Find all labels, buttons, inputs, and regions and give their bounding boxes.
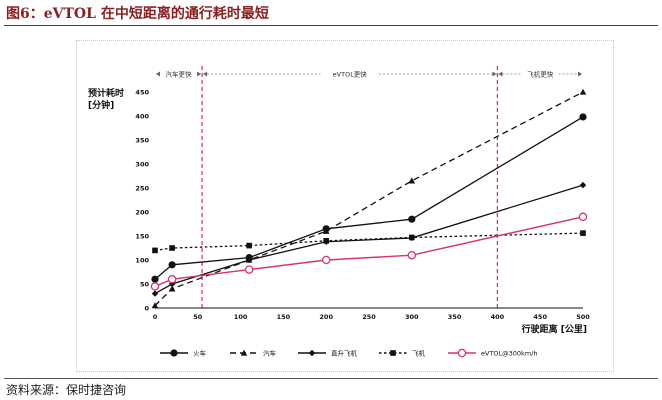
series-line (154, 184, 584, 295)
data-point-square (246, 242, 252, 249)
region-label: eVTOL更快 (333, 70, 368, 79)
x-tick-label: 450 (533, 313, 547, 321)
data-point-square (169, 245, 175, 251)
y-tick-label: 0 (144, 305, 149, 313)
chart-legend: 火车 汽车 直升飞机 飞机 eVTOL@300km/h (160, 349, 537, 358)
y-tick-label: 50 (140, 281, 150, 289)
data-point-hollow-circle (150, 282, 160, 291)
x-tick-label: 250 (362, 313, 376, 321)
region-arrow-head (156, 71, 160, 77)
y-tick-label: 450 (135, 89, 149, 97)
y-tick-label: 100 (135, 257, 149, 265)
data-point-circle (408, 215, 416, 223)
tick-labels: 0 50 100 150 200 250 300 350 400 450 500 0 50 100 150 2… (135, 89, 590, 322)
region-arrow-head (197, 71, 202, 77)
data-point-square (580, 230, 586, 236)
region-label: 汽车更快 (166, 70, 193, 79)
data-point-diamond (245, 256, 253, 264)
data-point-circle (579, 113, 587, 121)
data-point-hollow-circle (457, 348, 467, 358)
y-tick-label: 150 (135, 233, 149, 241)
y-tick-label: 400 (135, 113, 149, 121)
data-point-circle (151, 275, 159, 283)
data-point-square (408, 234, 415, 241)
data-point-circle (170, 349, 178, 357)
y-axis-title-line2: [分钟] (88, 99, 114, 111)
data-point-triangle (579, 88, 587, 95)
legend-label: 火车 (193, 349, 207, 358)
y-axis-title-line1: 预计耗时 (88, 87, 124, 99)
data-point-hollow-circle (167, 274, 177, 284)
legend-label: 飞机 (412, 349, 426, 358)
series-lines (150, 88, 588, 309)
figure-title: 图6：eVTOL 在中短距离的通行耗时最短 (6, 6, 269, 22)
region-arrow-head (498, 71, 503, 77)
data-point-square (323, 237, 330, 244)
series-line (154, 116, 584, 280)
series-group (150, 212, 588, 291)
x-axis-title: 行驶距离 [公里] (521, 323, 587, 335)
data-point-triangle (408, 177, 416, 184)
data-point-square (152, 247, 158, 254)
data-point-triangle (151, 302, 159, 309)
x-tick-label: 350 (448, 313, 462, 321)
legend-label: 汽车 (263, 349, 277, 358)
y-tick-label: 350 (135, 137, 149, 145)
source-note: 资料来源：保时捷咨询 (6, 383, 127, 397)
data-point-triangle (240, 349, 248, 356)
x-tick-label: 200 (319, 313, 333, 321)
x-tick-label: 300 (405, 313, 419, 321)
x-tick-label: 50 (193, 313, 203, 321)
y-tick-label: 300 (135, 161, 149, 169)
data-point-hollow-circle (407, 250, 417, 260)
region-label: 飞机更快 (527, 70, 554, 79)
data-point-hollow-circle (578, 212, 588, 222)
data-point-diamond (308, 349, 316, 357)
data-point-square (390, 350, 396, 356)
region-annotations: 汽车更快 eVTOL更快 飞机更快 (156, 66, 582, 308)
x-tick-label: 0 (153, 313, 158, 321)
y-tick-label: 250 (135, 185, 149, 193)
x-tick-label: 400 (491, 313, 505, 321)
data-point-circle (168, 261, 176, 269)
legend-label: 直升飞机 (331, 349, 358, 358)
chart-axes: 预计耗时 [分钟] 行驶距离 [公里] (88, 87, 587, 335)
x-tick-label: 500 (576, 313, 590, 321)
data-point-triangle (322, 227, 330, 234)
series-group (151, 88, 587, 309)
series-line (154, 216, 584, 288)
series-group (152, 230, 586, 254)
data-point-hollow-circle (244, 265, 254, 274)
region-arrow-head (578, 71, 582, 77)
series-group (151, 181, 587, 297)
series-line (154, 232, 584, 252)
data-point-triangle (168, 285, 176, 292)
region-arrow-head (492, 71, 497, 77)
data-point-hollow-circle (321, 255, 331, 265)
data-point-diamond (151, 290, 159, 297)
title-rule (4, 25, 658, 26)
legend-label: eVTOL@300km/h (481, 350, 537, 358)
x-tick-label: 100 (234, 313, 248, 321)
y-tick-label: 200 (135, 209, 149, 217)
data-point-diamond (579, 181, 587, 189)
region-arrow-head (203, 71, 208, 77)
chart-frame (76, 40, 614, 372)
source-rule (4, 378, 658, 379)
x-tick-label: 150 (277, 313, 291, 321)
